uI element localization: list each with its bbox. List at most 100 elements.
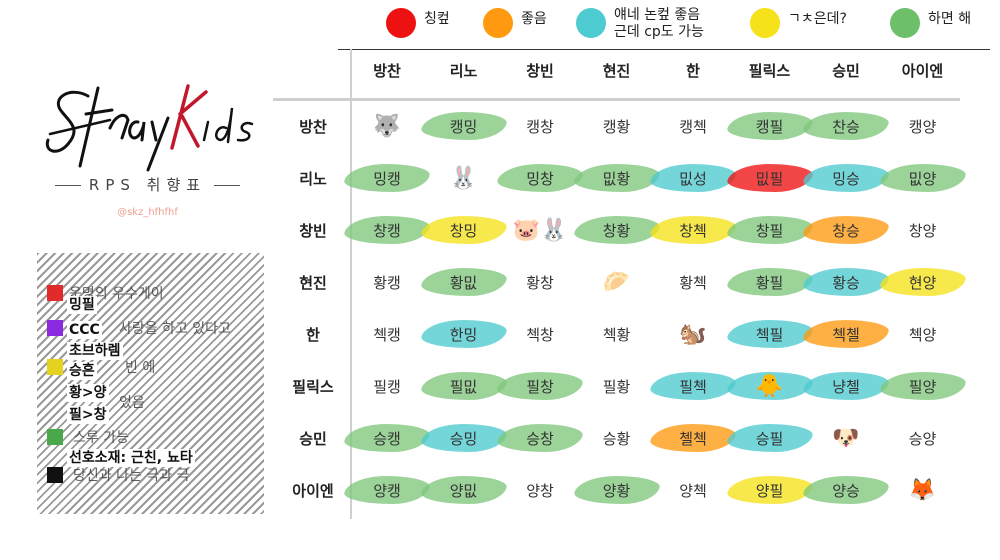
black-swatch-icon xyxy=(47,467,63,483)
grid-cell: 🐿️ xyxy=(655,314,731,354)
cell-label: 필밊 xyxy=(449,377,478,396)
grid-cell: 필첵 xyxy=(648,366,738,406)
grid-cell: 황필 xyxy=(724,262,815,302)
grid-cell: 황승 xyxy=(801,262,891,302)
grid-cell: 첵황 xyxy=(579,314,655,354)
column-header: 현진 xyxy=(602,62,631,80)
stray-kids-logo xyxy=(40,78,255,218)
grid-cell: 양캥 xyxy=(342,470,432,510)
cell-label: 양창 xyxy=(526,481,554,500)
cell-label: 캥창 xyxy=(526,117,554,136)
legend-label: 좋음 xyxy=(521,11,547,27)
cell-label: 필첵 xyxy=(679,377,707,396)
cell-label: 황필 xyxy=(755,273,784,292)
purple-swatch-icon xyxy=(47,320,63,336)
cell-label: 필황 xyxy=(602,377,631,396)
grid-cell: 한밍 xyxy=(418,314,509,354)
cell-label: 승창 xyxy=(526,429,554,448)
cell-label: 황승 xyxy=(832,273,860,292)
grid-cell: 밊성 xyxy=(648,158,738,198)
cell-label: 양승 xyxy=(832,481,860,500)
grid-cell: 밊필 xyxy=(724,158,815,198)
cell-label: 한밍 xyxy=(449,325,478,344)
grid-cell: 찬승 xyxy=(801,106,891,146)
grid-cell: 첼첵 xyxy=(648,418,738,458)
cell-label: 밍승 xyxy=(832,169,860,188)
legend-label: 칭컾 xyxy=(424,11,450,27)
subtitle: RPS 취향표 xyxy=(40,174,255,195)
note-overlay: CCC xyxy=(67,321,102,339)
legend-label: 얘네 논컾 좋음 근데 cp도 가능 xyxy=(614,7,704,40)
cell-label: 양필 xyxy=(755,481,784,500)
grid-cell: 승창 xyxy=(495,418,585,458)
cell-label: 밊필 xyxy=(755,169,784,188)
row-header: 방찬 xyxy=(299,118,327,136)
row-header: 창빈 xyxy=(299,222,327,240)
teal-dot-icon xyxy=(576,8,606,38)
legend-item-yellow: ㄱㅊ은데? xyxy=(750,4,847,50)
cell-label: 첵필 xyxy=(755,325,784,344)
column-header: 필릭스 xyxy=(748,62,791,80)
yellow-swatch-icon xyxy=(47,359,63,375)
member-emoji-icon: 🐥 xyxy=(755,373,784,399)
grid-cell: 승필 xyxy=(724,418,815,458)
row-header: 필릭스 xyxy=(292,378,334,396)
cell-label: 승양 xyxy=(908,429,937,448)
cell-label: 캥첵 xyxy=(679,117,707,136)
grid-cell: 밍창 xyxy=(495,158,585,198)
cell-label: 양첵 xyxy=(679,481,707,500)
grid-cell: 캥양 xyxy=(885,106,961,146)
row-header: 리노 xyxy=(299,170,327,188)
cell-label: 창밍 xyxy=(449,221,478,240)
cell-label: 승황 xyxy=(602,429,631,448)
cell-label: 창황 xyxy=(602,221,631,240)
grid-cell: 🦊 xyxy=(885,470,961,510)
grid-cell: 캥황 xyxy=(579,106,655,146)
grid-cell: 밊황 xyxy=(571,158,662,198)
grid-cell: 냥첼 xyxy=(801,366,891,406)
grid-cell: 창승 xyxy=(801,210,891,250)
grid-cell: 필양 xyxy=(877,366,968,406)
note-overlay: 황>양 xyxy=(67,384,109,402)
grid-cell: 승양 xyxy=(885,418,961,458)
legend-label: 하면 해 xyxy=(928,11,972,27)
grid-cell: 창캥 xyxy=(342,210,432,250)
column-header: 리노 xyxy=(449,62,478,80)
cell-label: 첵황 xyxy=(602,325,631,344)
grid-cell: 양황 xyxy=(571,470,662,510)
note-overlay: 밍필 xyxy=(67,296,97,314)
grid-cell: 밊양 xyxy=(877,158,968,198)
cell-label: 밍창 xyxy=(526,169,554,188)
red-swatch-icon xyxy=(47,285,63,301)
cell-label: 캥필 xyxy=(755,117,784,136)
legend-item-orange: 좋음 xyxy=(483,4,547,50)
note-overlay: 선호소재: 근친, 뇨타 xyxy=(67,449,195,467)
grid-cell: 첵필 xyxy=(724,314,815,354)
cell-label: 승캥 xyxy=(373,429,401,448)
cell-label: 창필 xyxy=(755,221,784,240)
column-header: 한 xyxy=(686,62,700,80)
grid-cell: 필창 xyxy=(495,366,585,406)
cell-label: 창캥 xyxy=(373,221,401,240)
cell-label: 밊황 xyxy=(602,169,631,188)
cell-label: 황캥 xyxy=(373,273,401,292)
preference-grid: 방찬 리노 창빈 현진 한 필릭스 승민 아이엔 방찬 🐺 캥밍 캥창 캥황 캥첵 캥필 찬승 캥양 리노 밍캥 🐰 밍… xyxy=(273,44,990,524)
note-faded-text: 당신과 나는 극과 극 xyxy=(73,468,190,484)
grid-cell: 첵창 xyxy=(502,314,578,354)
notes-panel: 운명의 우수게이 사랑을 하고 있다고 빈 에 었음 스루 가능 당신과 나는 … xyxy=(37,253,264,514)
note-faded-text: 스루 가능 xyxy=(73,430,129,446)
cell-label: 황창 xyxy=(526,273,554,292)
row-header: 아이엔 xyxy=(292,482,334,500)
grid-cell: 황캥 xyxy=(349,262,425,302)
grid-cell: 승밍 xyxy=(418,418,509,458)
grid-cell: 첵첼 xyxy=(801,314,891,354)
grid-cell: 캥필 xyxy=(724,106,815,146)
cell-label: 첵첼 xyxy=(832,325,860,344)
grid-cell: 밍승 xyxy=(801,158,891,198)
cell-label: 찬승 xyxy=(832,117,860,136)
grid-cell: 황밊 xyxy=(418,262,509,302)
green-swatch-icon xyxy=(47,429,63,445)
grid-cell: 캥첵 xyxy=(655,106,731,146)
grid-cell: 필밊 xyxy=(418,366,509,406)
grid-cell: 양필 xyxy=(724,470,815,510)
